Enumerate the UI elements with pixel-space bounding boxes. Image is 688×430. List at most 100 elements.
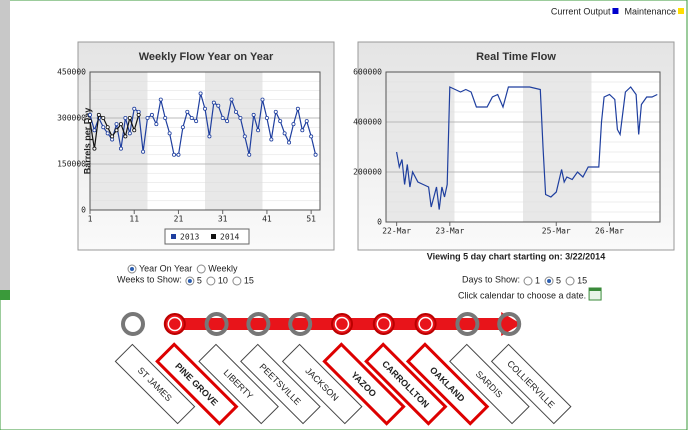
radio-label[interactable]: 5 (197, 275, 202, 285)
chart-title: Real Time Flow (476, 51, 556, 63)
radio-button[interactable] (565, 276, 575, 286)
point-marker (211, 100, 216, 105)
point-marker (118, 146, 123, 151)
plot-border (385, 71, 661, 223)
x-tick-label: 25-Mar (542, 227, 571, 236)
station-tag-box (198, 343, 279, 425)
point-marker (123, 116, 128, 121)
radio-dot (547, 279, 552, 283)
x-tick-label: 31 (218, 215, 228, 224)
radio-label[interactable]: Year On Year (139, 263, 192, 273)
point-marker (141, 149, 146, 154)
radio-button[interactable] (523, 276, 533, 286)
point-marker (225, 119, 230, 124)
viewing-text: Viewing 5 day chart starting on: 3/22/20… (427, 251, 605, 261)
point-marker (88, 112, 93, 117)
point-marker (273, 109, 278, 114)
radio-button[interactable] (206, 276, 216, 286)
y-tick-label: 200000 (353, 168, 382, 177)
point-marker (282, 131, 287, 136)
point-marker (198, 91, 203, 96)
chart: Weekly Flow Year on Year 0 150000 300000 450… (57, 41, 335, 251)
y-tick-label: 400000 (353, 118, 382, 127)
x-tick-label: 21 (174, 215, 184, 224)
legend-swatch (211, 234, 216, 239)
point-marker (287, 140, 292, 145)
y-tick-label: 150000 (57, 160, 86, 169)
chart: Real Time Flow 0 200000 400000 600000 22-Mar 2… (353, 41, 675, 251)
station-node[interactable] (121, 312, 145, 336)
point-marker (309, 134, 314, 139)
point-marker (158, 97, 163, 102)
point-marker (251, 112, 256, 117)
station-tag[interactable]: YAZOO (322, 342, 406, 426)
point-marker (242, 134, 247, 139)
radio-label[interactable]: 1 (535, 275, 540, 285)
point-marker (295, 106, 300, 111)
station-tag-box (155, 342, 239, 426)
point-marker (136, 112, 141, 117)
point-marker (114, 128, 119, 133)
point-marker (88, 119, 93, 124)
radio-label[interactable]: 15 (244, 275, 254, 285)
legend-box (164, 228, 250, 245)
x-tick-label: 41 (262, 215, 272, 224)
radio-button[interactable] (232, 276, 242, 286)
point-marker (92, 128, 97, 133)
plot-border (89, 71, 321, 211)
y-tick-label: 0 (377, 218, 382, 227)
point-marker (105, 125, 110, 130)
station-tag-box (240, 343, 321, 425)
point-marker (269, 137, 274, 142)
point-marker (313, 152, 318, 157)
plot-band (205, 72, 263, 210)
station-node[interactable] (246, 312, 271, 336)
legend-label: Current Output (551, 6, 611, 16)
point-marker (176, 152, 181, 157)
radio-label[interactable]: Weekly (208, 263, 238, 273)
point-marker (264, 116, 269, 121)
point-marker (167, 131, 172, 136)
point-marker (101, 116, 106, 121)
legend-label: Maintenance (624, 6, 676, 16)
radio-label[interactable]: 5 (556, 275, 561, 285)
side-strip-accent (0, 290, 10, 300)
x-tick-label: 51 (306, 215, 316, 224)
x-tick-label: 1 (88, 215, 93, 224)
point-marker (132, 128, 137, 133)
point-marker (229, 97, 234, 102)
point-marker (172, 152, 177, 157)
station-tag[interactable]: PINE GROVE (155, 342, 239, 426)
point-marker (194, 119, 199, 124)
station-node[interactable] (455, 312, 480, 336)
point-marker (101, 125, 106, 130)
station-node-ring (167, 316, 183, 332)
radio-label[interactable]: 10 (218, 275, 228, 285)
point-marker (180, 125, 185, 130)
radio-label[interactable]: 15 (577, 275, 587, 285)
weeks-label: Weeks to Show: (117, 274, 182, 284)
point-marker (247, 152, 252, 157)
station-tag-box (449, 343, 530, 425)
station-tag-box (490, 343, 572, 425)
point-marker (278, 119, 283, 124)
legend-swatch (678, 8, 684, 14)
point-marker (92, 146, 97, 151)
series-line (396, 86, 658, 210)
y-tick-label: 300000 (57, 114, 86, 123)
point-marker (207, 134, 212, 139)
y-axis-label: Barrels per Day (82, 108, 92, 175)
x-tick-label: 23-Mar (435, 227, 464, 236)
station-node[interactable] (497, 312, 522, 336)
station-node[interactable] (204, 312, 229, 336)
point-marker (202, 106, 207, 111)
point-marker (216, 103, 221, 108)
point-marker (118, 122, 123, 127)
station-tag-box (405, 342, 490, 426)
calendar-icon-top (589, 288, 602, 291)
radio-button[interactable] (196, 264, 206, 274)
plot-band (90, 72, 148, 210)
station-node[interactable] (288, 312, 313, 336)
pipeline-arrow (501, 312, 522, 336)
point-marker (304, 119, 309, 124)
